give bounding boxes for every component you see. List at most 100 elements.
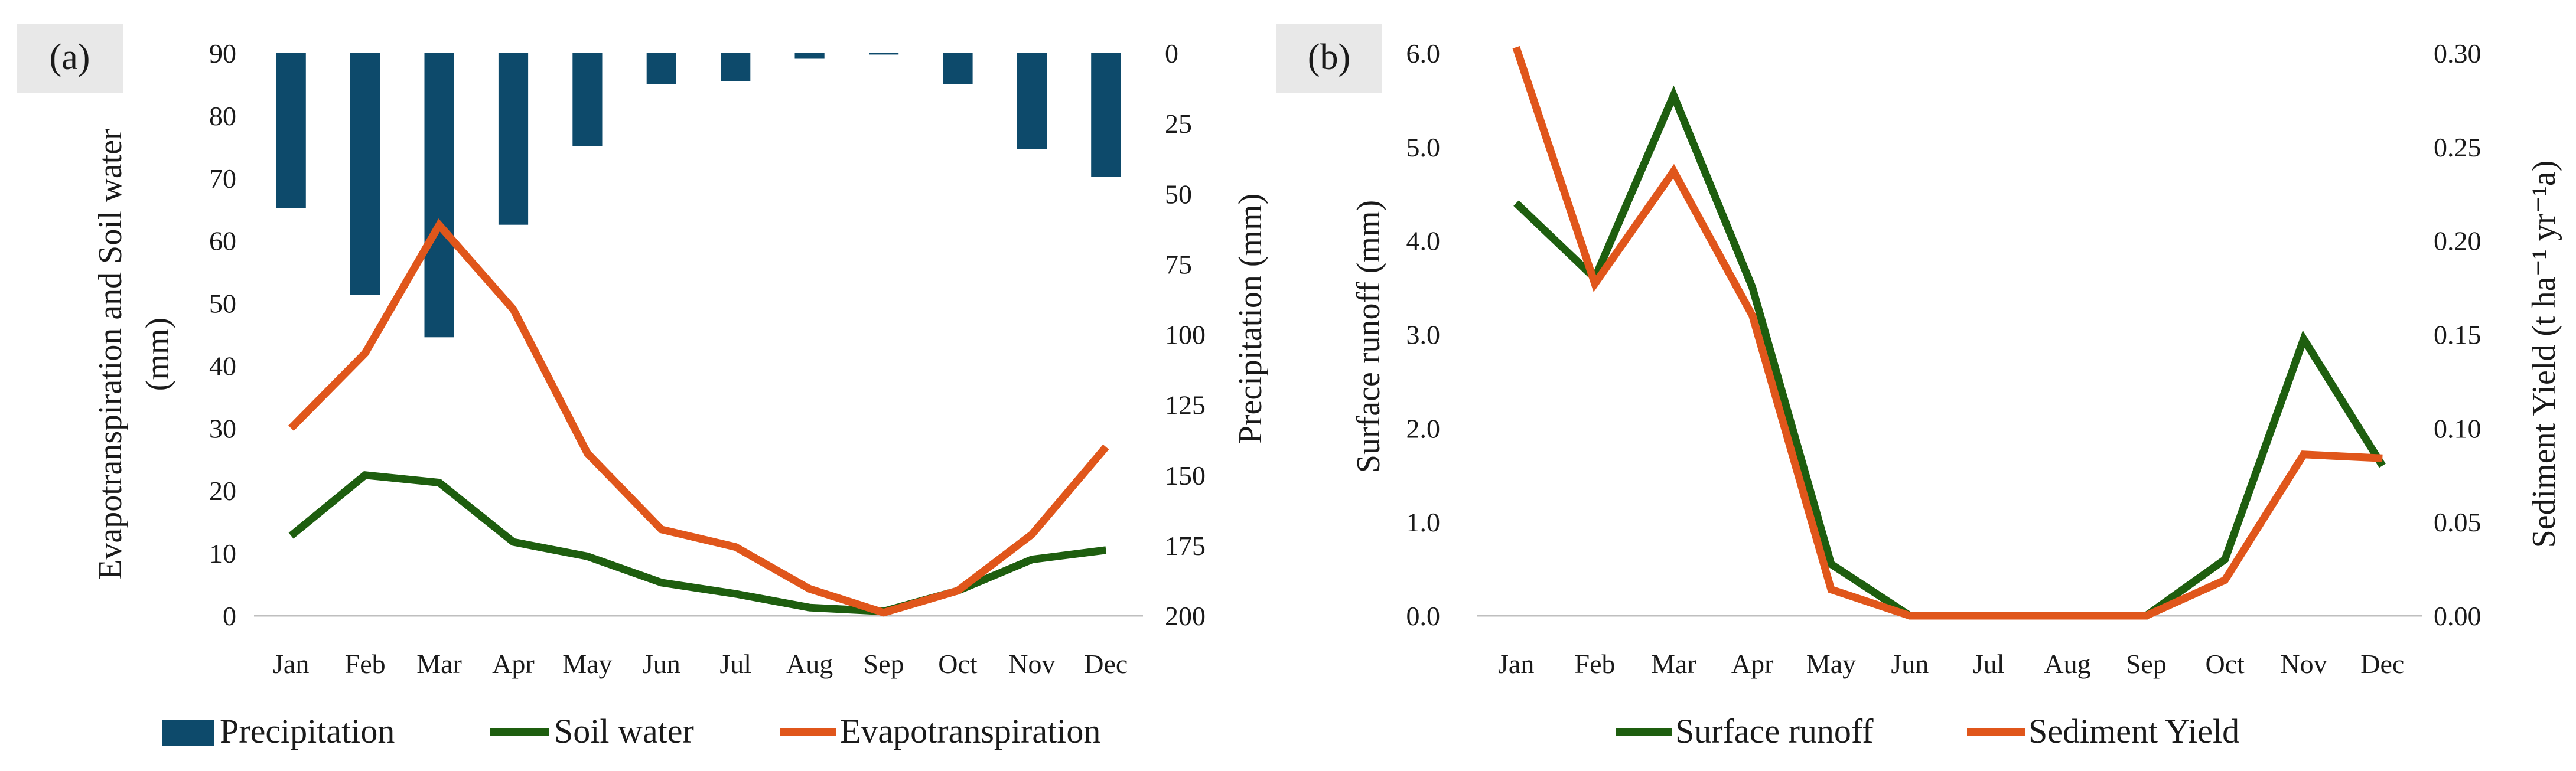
panel-b-x-tick-jul: Jul [1973, 649, 2005, 679]
panel-a-x-tick-mar: Mar [416, 649, 462, 679]
panel-b-left-tick-4: 4.0 [1406, 226, 1441, 256]
panel-a-left-tick-2: 20 [209, 476, 236, 506]
panel-b-right-tick-1: 0.05 [2434, 507, 2481, 537]
panel-a-label: (a) [50, 37, 90, 77]
panel-b-lines [1512, 45, 2386, 620]
panel-b-x-tick-dec: Dec [2360, 649, 2404, 679]
panel-a-x-tick-jan: Jan [273, 649, 309, 679]
panel-a-right-tick-5: 125 [1165, 390, 1206, 420]
panel-a-x-tick-dec: Dec [1084, 649, 1128, 679]
panel-b-x-tick-jan: Jan [1498, 649, 1534, 679]
panel-b-x-tick-mar: Mar [1651, 649, 1696, 679]
panel-b-left-tick-2: 2.0 [1406, 413, 1441, 443]
panel-a-left-tick-labels: 0 10 20 30 40 50 60 70 80 90 [209, 38, 236, 631]
panel-a-x-tick-apr: Apr [492, 649, 535, 679]
precipitation-bar-jul [721, 53, 751, 81]
panel-a-right-tick-4: 100 [1165, 320, 1206, 350]
panel-b-right-axis-title: Sediment Yield (t ha⁻¹ yr⁻¹a) [2526, 161, 2562, 548]
precipitation-bar-jun [646, 53, 676, 84]
panel-a-right-tick-8: 200 [1165, 601, 1206, 631]
legend-surface-runoff-label: Surface runoff [1675, 712, 1874, 750]
panel-a-label-box [17, 24, 123, 93]
legend-soil-water-label: Soil water [554, 712, 694, 750]
precipitation-bar-dec [1091, 53, 1121, 177]
panel-b-x-tick-jun: Jun [1891, 649, 1929, 679]
panel-b-label-box [1276, 24, 1382, 93]
precipitation-bar-nov [1017, 53, 1047, 149]
panel-b-sediment-yield-line [1512, 45, 2383, 620]
panel-b-left-axis-title: Surface runoff (mm) [1350, 200, 1387, 473]
panel-a-left-tick-3: 30 [209, 413, 236, 443]
panel-b-right-tick-5: 0.25 [2434, 132, 2481, 162]
panel-b-right-tick-6: 0.30 [2434, 38, 2481, 68]
precipitation-bar-oct [943, 53, 973, 84]
precipitation-bar-feb [350, 53, 380, 295]
panel-a-right-tick-6: 150 [1165, 460, 1206, 491]
panel-b-x-tick-apr: Apr [1731, 649, 1774, 679]
panel-b-x-tick-may: May [1806, 649, 1856, 679]
panel-b-x-tick-sep: Sep [2126, 649, 2167, 679]
precipitation-bar-may [572, 53, 603, 146]
panel-a-right-tick-1: 25 [1165, 109, 1192, 139]
precipitation-bar-jan [276, 53, 306, 208]
panel-a-right-tick-7: 175 [1165, 531, 1206, 561]
precipitation-bar-mar [424, 53, 454, 338]
panel-b-x-tick-oct: Oct [2205, 649, 2245, 679]
panel-a-right-tick-labels: 0 25 50 75 100 125 150 175 200 [1165, 38, 1206, 631]
panel-b-left-tick-labels: 0.0 1.0 2.0 3.0 4.0 5.0 6.0 [1406, 38, 1441, 631]
precipitation-bars [276, 53, 1121, 338]
panel-b-legend: Surface runoff Sediment Yield [1616, 712, 2239, 750]
panel-a-right-axis-title: Precipitation (mm) [1232, 194, 1269, 445]
legend-evapotranspiration-label: Evapotranspiration [840, 712, 1100, 750]
panel-b-right-tick-labels: 0.00 0.05 0.10 0.15 0.20 0.25 0.30 [2434, 38, 2481, 631]
panel-a-left-axis-title-line1: Evapotranspiration and Soil water [92, 129, 129, 580]
panel-a-x-tick-feb: Feb [345, 649, 386, 679]
panel-a-x-tick-may: May [562, 649, 612, 679]
precipitation-bar-sep [869, 53, 899, 55]
panel-a-x-tick-jun: Jun [643, 649, 680, 679]
panel-b-left-tick-6: 6.0 [1406, 38, 1441, 68]
panel-b-left-tick-5: 5.0 [1406, 132, 1441, 162]
panel-a-right-tick-0: 0 [1165, 38, 1178, 68]
panel-b-right-tick-2: 0.10 [2434, 413, 2481, 443]
panel-a-left-tick-7: 70 [209, 164, 236, 194]
panel-b: (b) 0.01.02.03.04.05.06.0 0.000.050.100.… [1276, 24, 2562, 750]
panel-a-lines [288, 218, 1109, 617]
panel-b-left-tick-3: 3.0 [1406, 320, 1441, 350]
panel-a-soil-water-line [288, 471, 1107, 616]
panel-b-left-tick-0: 0.0 [1406, 601, 1441, 631]
panel-b-label: (b) [1308, 37, 1350, 77]
panel-a-right-tick-2: 50 [1165, 179, 1192, 209]
legend-precipitation-label: Precipitation [220, 712, 395, 750]
panel-a-left-tick-1: 10 [209, 538, 236, 569]
panel-a-left-axis-title-line2: (mm) [139, 318, 176, 391]
panel-b-right-tick-4: 0.20 [2434, 226, 2481, 256]
panel-b-left-tick-1: 1.0 [1406, 507, 1441, 537]
precipitation-bar-apr [498, 53, 529, 225]
panel-a-left-tick-4: 40 [209, 351, 236, 381]
legend-sediment-yield-label: Sediment Yield [2028, 712, 2239, 750]
panel-a-legend: Precipitation Soil water Evapotranspirat… [162, 712, 1100, 750]
panel-a-x-tick-jul: Jul [719, 649, 751, 679]
panel-a-x-tick-oct: Oct [938, 649, 978, 679]
panel-a-x-tick-labels: Jan Feb Mar Apr May Jun Jul Aug Sep Oct Nov Dec [273, 649, 1128, 679]
panel-a-x-tick-sep: Sep [864, 649, 904, 679]
panel-a-x-tick-nov: Nov [1008, 649, 1055, 679]
panel-a-left-tick-0: 0 [223, 601, 236, 631]
panel-b-right-tick-3: 0.15 [2434, 320, 2481, 350]
panel-b-x-tick-aug: Aug [2044, 649, 2090, 679]
panel-a-left-tick-5: 50 [209, 289, 236, 319]
panel-a: (a) 0 10 20 30 40 50 60 70 80 90 0 25 50 75 100 125 150… [17, 24, 1269, 750]
precipitation-bar-aug [794, 53, 825, 59]
panel-a-left-tick-8: 80 [209, 101, 236, 131]
legend-precipitation-swatch [162, 720, 214, 746]
panel-a-evapotranspiration-line [288, 218, 1109, 617]
panel-a-left-tick-6: 60 [209, 226, 236, 256]
panel-b-x-tick-labels: Jan Feb Mar Apr May Jun Jul Aug Sep Oct Nov Dec [1498, 649, 2404, 679]
panel-b-right-tick-0: 0.00 [2434, 601, 2481, 631]
panel-a-left-tick-9: 90 [209, 38, 236, 68]
panel-a-x-tick-aug: Aug [786, 649, 833, 679]
panel-a-right-tick-3: 75 [1165, 249, 1192, 279]
panel-b-x-tick-nov: Nov [2280, 649, 2327, 679]
